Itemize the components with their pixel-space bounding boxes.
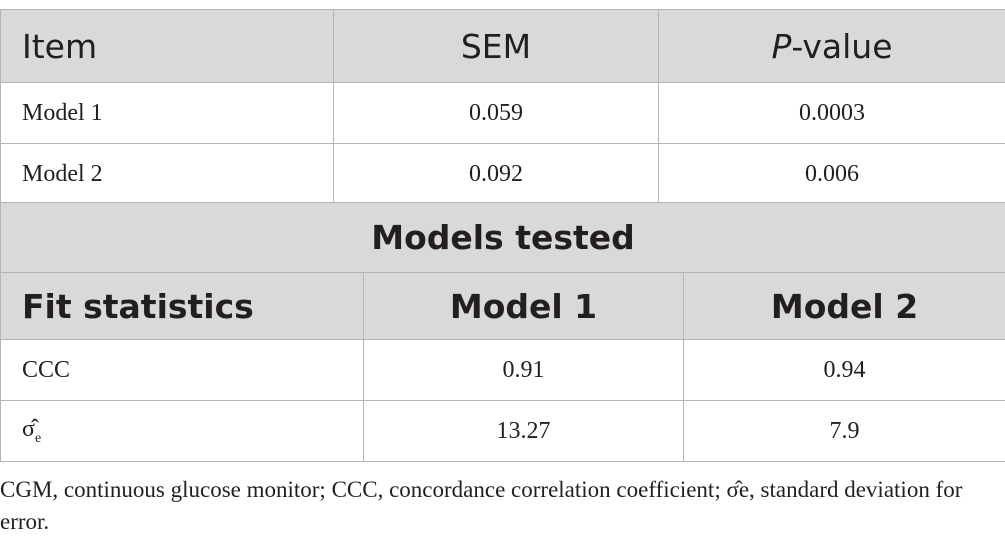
table-row: Model 1 0.059 0.0003 <box>0 82 1005 144</box>
cell-model-2: 0.94 <box>682 339 1005 401</box>
cell-p-value: 0.006 <box>658 143 1005 205</box>
cell-model-1: 0.91 <box>363 339 684 401</box>
cell-model-2: 7.9 <box>682 400 1005 462</box>
fit-table-header-row: Fit statistics Model 1 Model 2 <box>0 272 1005 340</box>
header-sem: SEM <box>333 9 659 83</box>
table-footnote: CGM, continuous glucose monitor; CCC, co… <box>0 477 963 534</box>
header-p-rest: -value <box>791 26 893 66</box>
header-p-italic: P <box>771 26 792 66</box>
fit-statistics-table: Models tested Fit statistics Model 1 Mod… <box>0 202 1005 462</box>
models-tested-header: Models tested <box>0 202 1005 273</box>
header-model-1: Model 1 <box>363 272 684 340</box>
cell-item: Model 1 <box>0 82 334 144</box>
header-item: Item <box>0 9 334 83</box>
cell-stat: σ̂e <box>0 400 364 462</box>
models-tested-row: Models tested <box>0 202 1005 273</box>
table-row: σ̂e 13.27 7.9 <box>0 400 1005 462</box>
header-p-value: P-value <box>658 9 1005 83</box>
cell-sem: 0.092 <box>333 143 659 205</box>
cell-p-value: 0.0003 <box>658 82 1005 144</box>
sem-table: Item SEM P-value Model 1 0.059 0.0003 Mo… <box>0 9 1005 205</box>
sem-table-header-row: Item SEM P-value <box>0 9 1005 83</box>
cell-stat: CCC <box>0 339 364 401</box>
sigma-symbol: σ̂ <box>22 415 35 442</box>
header-fit-statistics: Fit statistics <box>0 272 364 340</box>
table-row: Model 2 0.092 0.006 <box>0 143 1005 205</box>
cell-item: Model 2 <box>0 143 334 205</box>
table-row: CCC 0.91 0.94 <box>0 339 1005 401</box>
sigma-subscript: e <box>34 430 42 446</box>
cell-model-1: 13.27 <box>363 400 684 462</box>
header-model-2: Model 2 <box>682 272 1005 340</box>
cell-sem: 0.059 <box>333 82 659 144</box>
